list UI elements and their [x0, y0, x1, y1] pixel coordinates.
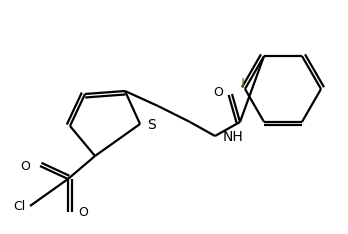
Text: NH: NH: [223, 130, 244, 144]
Text: O: O: [213, 87, 223, 99]
Text: I: I: [241, 77, 245, 91]
Text: O: O: [20, 160, 30, 172]
Text: S: S: [147, 118, 156, 132]
Text: O: O: [78, 206, 88, 219]
Text: Cl: Cl: [14, 201, 26, 213]
